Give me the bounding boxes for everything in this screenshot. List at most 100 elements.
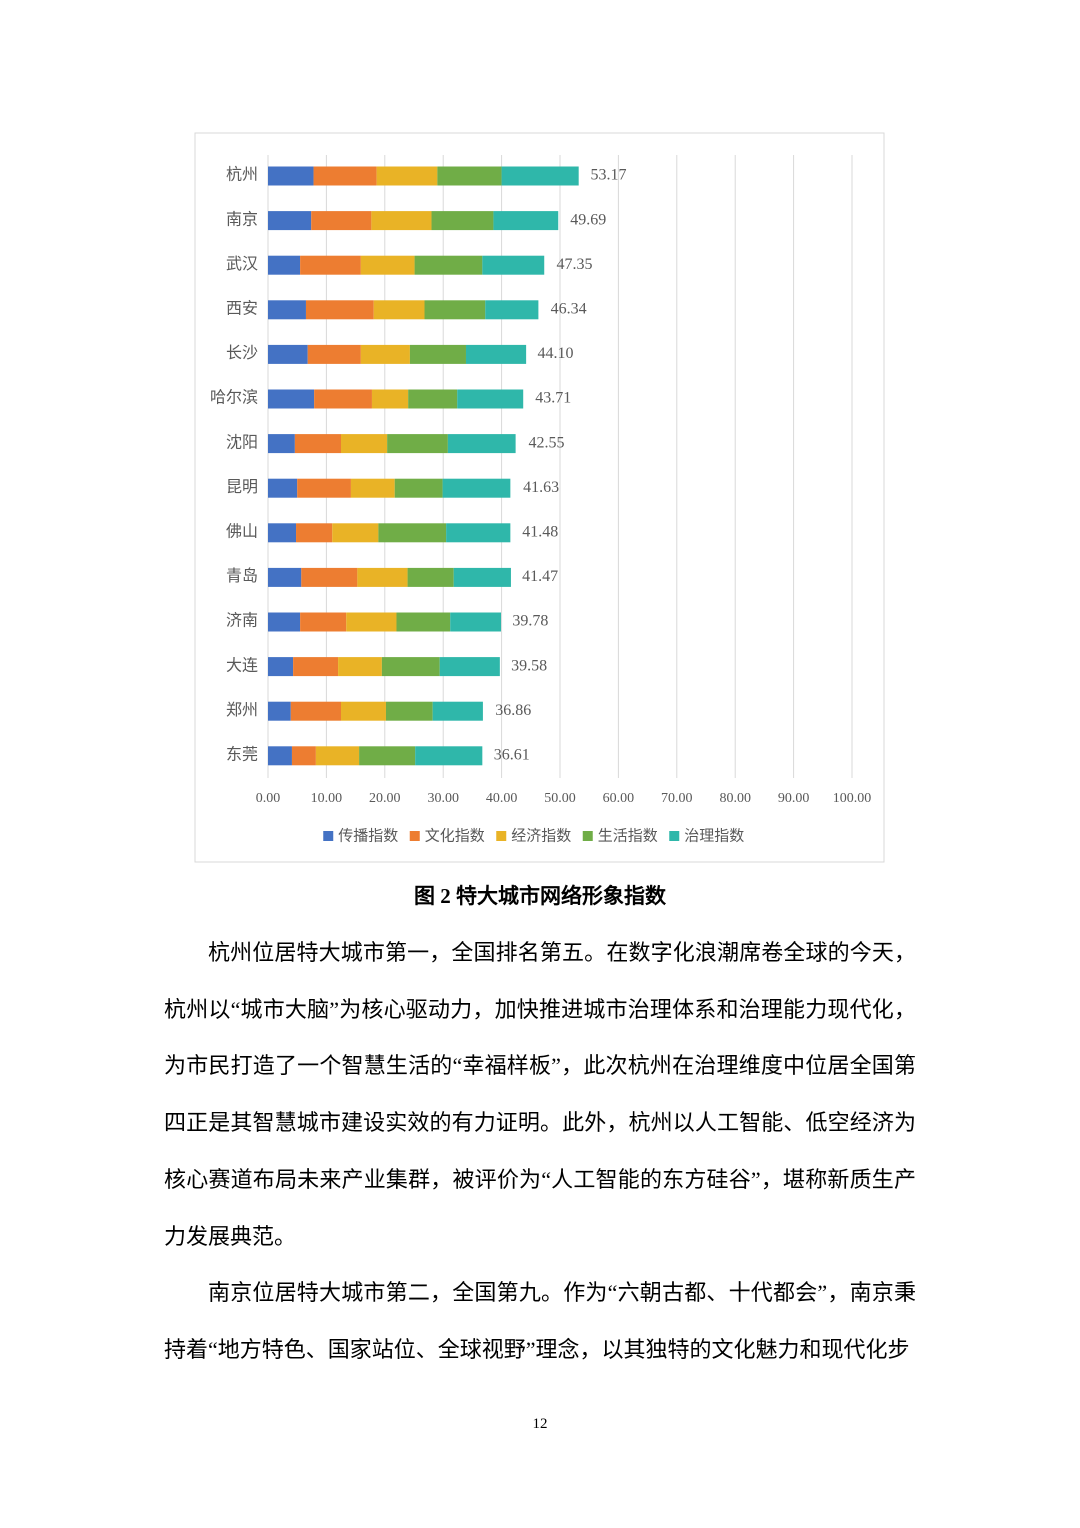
total-label: 36.86 — [495, 702, 531, 719]
bar-segment — [313, 166, 377, 186]
bar-segment — [442, 478, 511, 498]
bar-segment — [482, 255, 545, 275]
y-tick-label: 佛山 — [226, 522, 258, 540]
bar-segment — [424, 300, 486, 320]
bar-segment — [493, 211, 559, 231]
total-label: 36.61 — [494, 746, 530, 763]
bar-segment — [396, 612, 451, 632]
bar-segment — [268, 657, 294, 677]
chart: 0.00 10.00 20.00 30.00 40.00 50.00 60.00 70.00 8… — [194, 132, 885, 863]
bar-segment — [501, 166, 579, 186]
total-label: 41.48 — [522, 523, 558, 540]
bar-segment — [291, 746, 316, 766]
total-label: 41.63 — [523, 479, 559, 496]
bar-segment — [350, 478, 395, 498]
bar-segment — [268, 567, 302, 587]
y-tick-label: 郑州 — [226, 701, 258, 719]
bar-segment — [297, 478, 351, 498]
bar-segment — [447, 434, 516, 454]
x-tick-label: 0.00 — [256, 791, 281, 806]
bar-segment — [332, 523, 379, 543]
y-tick-label: 南京 — [226, 210, 258, 228]
bar-segment — [307, 344, 361, 364]
legend-label: 治理指数 — [684, 827, 744, 844]
legend-swatch — [496, 831, 507, 841]
bar-segment — [311, 211, 372, 231]
x-tick-label: 30.00 — [427, 791, 459, 806]
bar-segment — [300, 255, 361, 275]
bar-segment — [415, 746, 483, 766]
x-tick-label: 10.00 — [311, 791, 343, 806]
bar-segment — [268, 478, 298, 498]
bar-segment — [360, 255, 415, 275]
y-tick-label: 大连 — [226, 656, 258, 674]
total-label: 53.17 — [591, 167, 627, 184]
bar-segment — [338, 657, 382, 677]
bar-segment — [268, 523, 297, 543]
bar-segment — [314, 389, 372, 409]
total-label: 49.69 — [570, 211, 606, 228]
bar-segment — [373, 300, 425, 320]
x-tick-label: 60.00 — [603, 791, 635, 806]
bar-segment — [268, 612, 301, 632]
caption: 图 2 特大城市网络形象指数 — [414, 884, 666, 908]
y-tick-label: 济南 — [226, 612, 258, 630]
legend-swatch — [409, 831, 420, 841]
y-tick-label: 沈阳 — [226, 433, 258, 451]
bar-segment — [385, 701, 433, 721]
bar-segment — [357, 567, 408, 587]
bar-segment — [371, 211, 432, 231]
x-tick-label: 100.00 — [833, 791, 872, 806]
bar-segment — [268, 211, 312, 231]
page-number: 12 — [532, 1416, 548, 1432]
total-label: 43.71 — [535, 390, 571, 407]
x-tick-label: 80.00 — [719, 791, 751, 806]
bar-segment — [268, 434, 295, 454]
x-tick-label: 40.00 — [486, 791, 518, 806]
bar-segment — [450, 612, 502, 632]
bar-segment — [268, 300, 306, 320]
legend-label: 生活指数 — [598, 827, 658, 844]
bar-segment — [268, 166, 314, 186]
bar-segment — [446, 523, 511, 543]
bar-segment — [294, 434, 341, 454]
bar-segment — [465, 344, 527, 364]
bar-segment — [305, 300, 374, 320]
bar-segment — [453, 567, 511, 587]
bar-segment — [432, 701, 483, 721]
bar-segment — [290, 701, 341, 721]
bar-segment — [315, 746, 360, 766]
paragraph: 杭州位居特大城市第一，全国排名第五。在数字化浪潮席卷全球的今天，杭州以“城市大脑… — [164, 940, 916, 1249]
total-label: 44.10 — [538, 345, 574, 362]
y-tick-label: 东莞 — [226, 745, 258, 763]
y-tick-label: 哈尔滨 — [210, 389, 258, 407]
bar-segment — [485, 300, 539, 320]
bar-segment — [409, 344, 466, 364]
total-label: 42.55 — [528, 434, 564, 451]
y-tick-label: 武汉 — [226, 255, 258, 273]
bar-segment — [268, 746, 292, 766]
y-tick-label: 昆明 — [226, 479, 258, 496]
total-label: 46.34 — [551, 300, 587, 317]
paragraph: 南京位居特大城市第二，全国第九。作为“六朝古都、十代都会”，南京秉持着“地方特色… — [164, 1280, 916, 1362]
bar-segment — [341, 701, 386, 721]
bar-segment — [376, 166, 438, 186]
bar-segment — [360, 344, 410, 364]
total-label: 47.35 — [557, 256, 593, 273]
bar-segment — [268, 344, 308, 364]
total-label: 41.47 — [522, 568, 558, 585]
bar-segment — [387, 434, 448, 454]
bar-segment — [301, 567, 358, 587]
legend-swatch — [582, 831, 593, 841]
bar-segment — [381, 657, 440, 677]
bar-segment — [268, 255, 301, 275]
bar-segment — [268, 389, 315, 409]
bar-segment — [293, 657, 339, 677]
total-label: 39.78 — [512, 613, 548, 630]
bar-segment — [439, 657, 500, 677]
bar-segment — [378, 523, 447, 543]
bar-segment — [437, 166, 502, 186]
bar-segment — [414, 255, 483, 275]
bar-segment — [431, 211, 494, 231]
